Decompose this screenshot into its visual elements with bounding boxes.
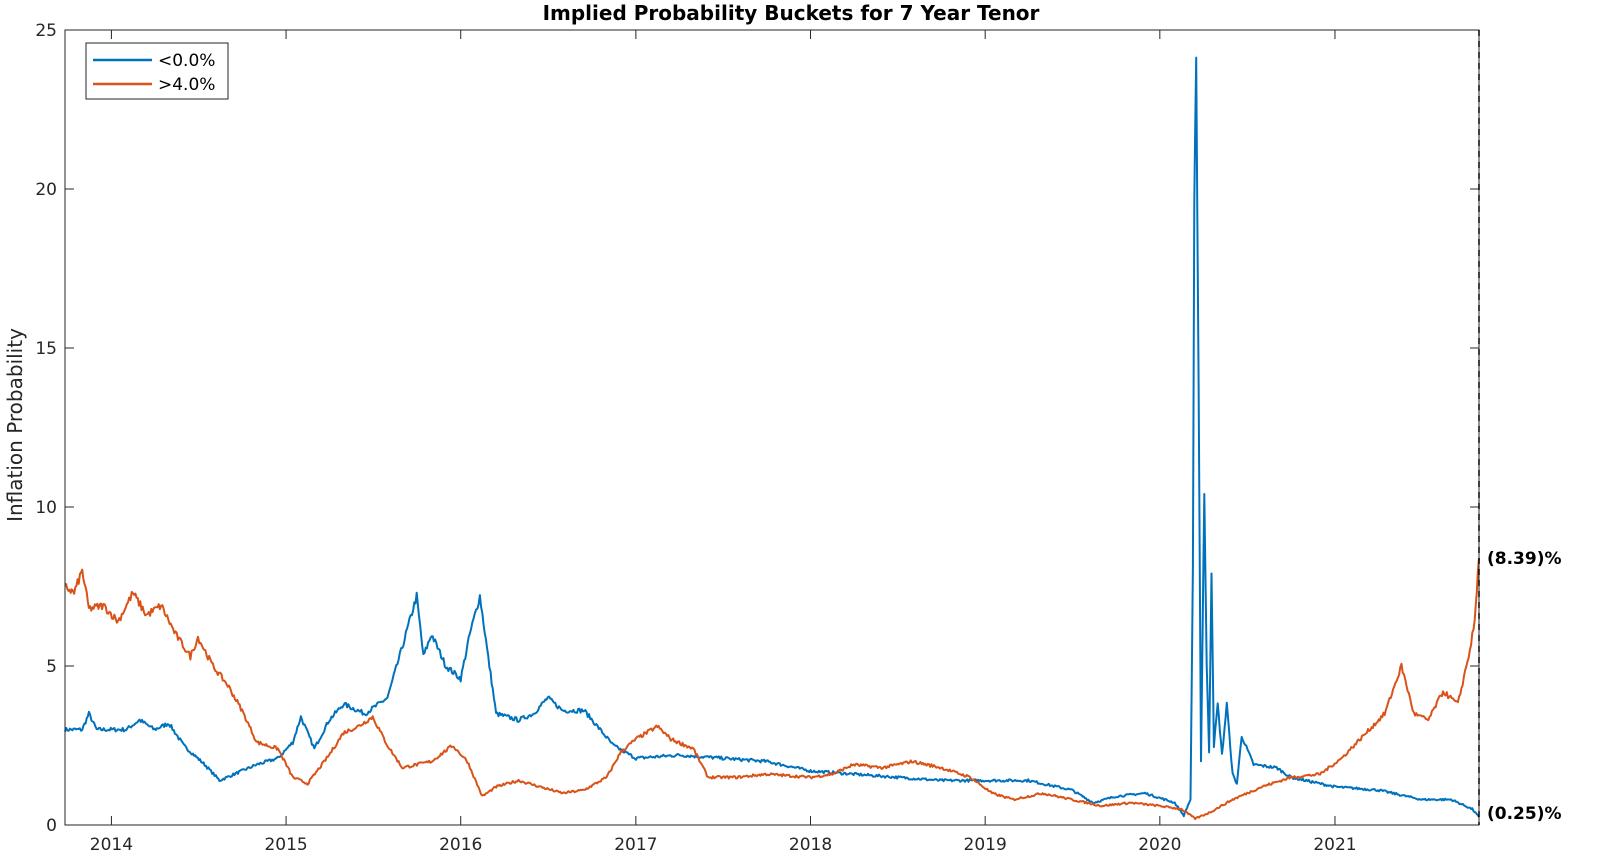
x-tick-label: 2018 — [789, 835, 832, 855]
y-tick-label: 25 — [35, 21, 57, 41]
y-tick-label: 5 — [46, 657, 57, 677]
chart-title: Implied Probability Buckets for 7 Year T… — [543, 1, 1040, 25]
y-axis-label: Inflation Probability — [3, 328, 27, 522]
x-tick-label: 2019 — [964, 835, 1007, 855]
x-tick-label: 2020 — [1138, 835, 1181, 855]
legend: <0.0% >4.0% — [85, 42, 229, 100]
x-tick-label: 2016 — [439, 835, 482, 855]
x-axis: 2014 2015 2016 2017 2018 2019 2020 2021 — [90, 30, 1357, 855]
y-tick-label: 15 — [35, 339, 57, 359]
y-tick-label: 10 — [35, 498, 57, 518]
y-tick-label: 20 — [35, 180, 57, 200]
legend-label-below-zero: <0.0% — [158, 51, 215, 71]
x-tick-label: 2014 — [90, 835, 133, 855]
end-label-upper-bucket: (8.39)% — [1487, 549, 1562, 569]
y-tick-label: 0 — [46, 816, 57, 836]
x-tick-label: 2017 — [614, 835, 657, 855]
y-axis: 0 5 10 15 20 25 — [35, 21, 1479, 836]
legend-label-above-four: >4.0% — [158, 75, 215, 95]
x-tick-label: 2015 — [264, 835, 307, 855]
series-line-above-four — [64, 558, 1480, 821]
legend-box — [85, 42, 229, 100]
series-layer — [64, 56, 1480, 821]
series-line-below-zero — [64, 56, 1480, 818]
x-tick-label: 2021 — [1313, 835, 1356, 855]
end-label-lower-bucket: (0.25)% — [1487, 804, 1562, 824]
